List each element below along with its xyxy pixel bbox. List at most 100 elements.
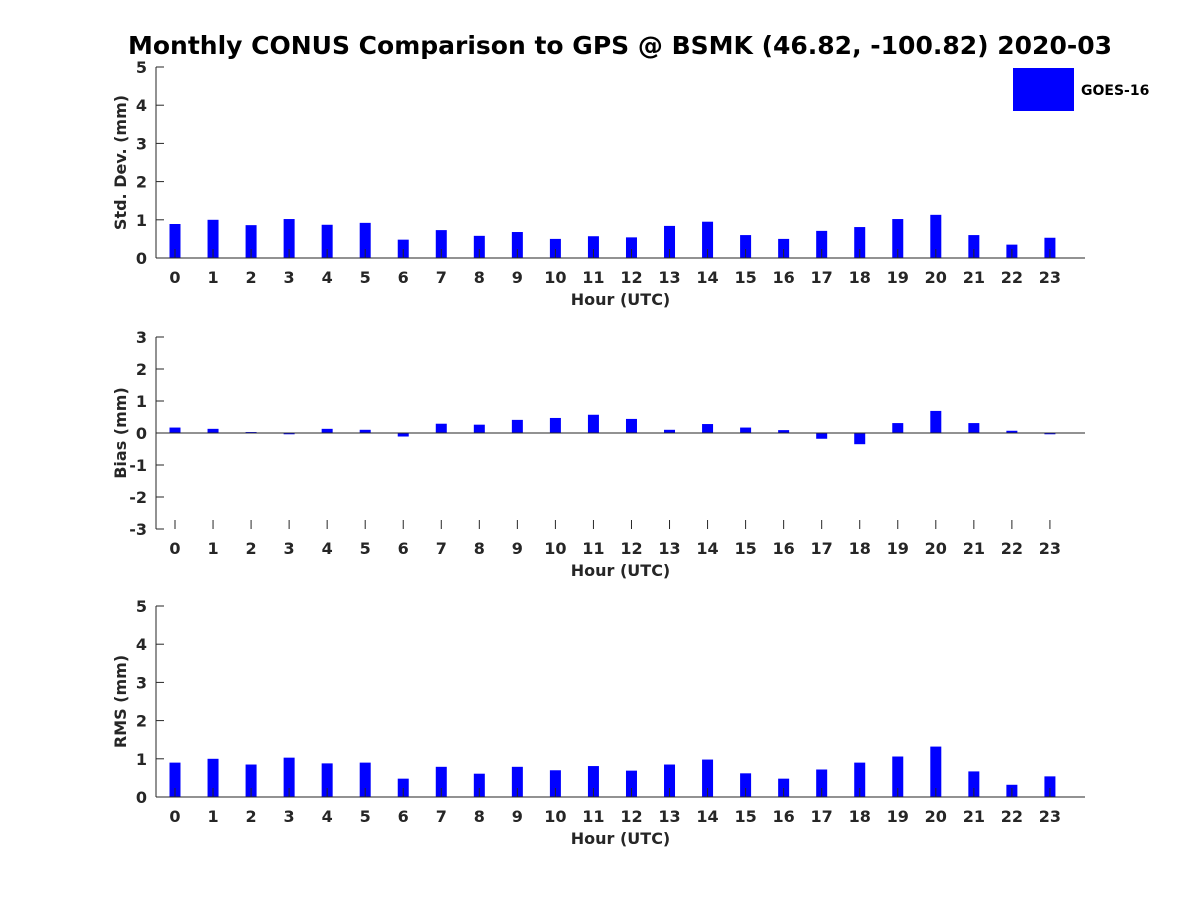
bar-hour-13	[664, 225, 676, 258]
x-tick-label: 22	[1001, 539, 1023, 558]
bar-hour-0	[169, 224, 181, 258]
y-tick-label: 4	[136, 96, 147, 115]
x-tick-label: 9	[512, 807, 523, 826]
bar-hour-0	[169, 762, 181, 797]
y-tick-label: 5	[136, 58, 147, 77]
bar-hour-14	[702, 424, 714, 433]
x-tick-label: 5	[360, 268, 371, 287]
x-tick-label: 1	[207, 539, 218, 558]
bar-hour-4	[321, 224, 333, 258]
x-tick-label: 20	[925, 268, 947, 287]
bar-hour-15	[740, 235, 752, 258]
bar-hour-12	[625, 237, 637, 258]
y-tick-label: 0	[136, 424, 147, 443]
bar-hour-5	[359, 429, 371, 433]
bar-hour-5	[359, 762, 371, 797]
bar-hour-6	[397, 239, 409, 258]
bar-hour-1	[207, 219, 219, 258]
bar-hour-18	[854, 762, 866, 797]
bar-hour-16	[778, 238, 790, 258]
bar-hour-11	[587, 766, 599, 797]
bar-hour-17	[816, 769, 828, 797]
bar-hour-4	[321, 428, 333, 433]
x-tick-label: 23	[1039, 807, 1061, 826]
x-tick-label: 10	[544, 807, 566, 826]
x-tick-label: 18	[849, 539, 871, 558]
x-tick-label: 7	[436, 807, 447, 826]
y-axis-label: Std. Dev. (mm)	[111, 95, 130, 230]
x-tick-label: 17	[811, 539, 833, 558]
bar-hour-15	[740, 773, 752, 797]
x-tick-label: 2	[246, 807, 257, 826]
y-tick-label: -2	[129, 488, 147, 507]
x-axis-label: Hour (UTC)	[571, 290, 671, 309]
bar-hour-11	[587, 236, 599, 258]
bar-hour-21	[968, 235, 980, 258]
bar-hour-5	[359, 222, 371, 258]
x-tick-label: 20	[925, 539, 947, 558]
x-tick-label: 15	[734, 539, 756, 558]
x-tick-label: 6	[398, 539, 409, 558]
x-tick-label: 13	[658, 807, 680, 826]
x-tick-label: 14	[696, 539, 718, 558]
x-tick-label: 10	[544, 268, 566, 287]
bar-hour-9	[511, 766, 523, 797]
y-tick-label: 0	[136, 788, 147, 807]
x-tick-label: 1	[207, 268, 218, 287]
x-tick-label: 13	[658, 539, 680, 558]
bar-hour-19	[892, 219, 904, 258]
bar-hour-7	[435, 423, 447, 433]
x-tick-label: 19	[887, 807, 909, 826]
bar-hour-4	[321, 763, 333, 797]
y-tick-label: 0	[136, 249, 147, 268]
x-tick-label: 2	[246, 268, 257, 287]
x-tick-label: 14	[696, 807, 718, 826]
bar-hour-19	[892, 423, 904, 433]
x-tick-label: 17	[811, 268, 833, 287]
x-tick-label: 6	[398, 807, 409, 826]
x-tick-label: 0	[169, 539, 180, 558]
x-tick-label: 9	[512, 268, 523, 287]
x-tick-label: 9	[512, 539, 523, 558]
bar-hour-19	[892, 756, 904, 797]
bar-hour-3	[283, 433, 295, 435]
bar-hour-18	[854, 227, 866, 258]
x-tick-label: 20	[925, 807, 947, 826]
bar-hour-14	[702, 221, 714, 258]
bar-hour-12	[625, 770, 637, 797]
y-tick-label: -3	[129, 520, 147, 539]
y-tick-label: 3	[136, 328, 147, 347]
x-tick-label: 3	[284, 268, 295, 287]
y-tick-label: 3	[136, 134, 147, 153]
chart-title: Monthly CONUS Comparison to GPS @ BSMK (…	[128, 31, 1112, 60]
bar-hour-20	[930, 410, 942, 433]
x-tick-label: 0	[169, 807, 180, 826]
legend-swatch	[1013, 68, 1074, 111]
y-axis-label: Bias (mm)	[111, 387, 130, 479]
bar-hour-17	[816, 230, 828, 258]
bar-hour-21	[968, 423, 980, 433]
bar-hour-23	[1044, 237, 1056, 258]
bar-hour-23	[1044, 776, 1056, 797]
y-tick-label: 2	[136, 360, 147, 379]
bar-hour-3	[283, 219, 295, 258]
bar-hour-20	[930, 214, 942, 258]
x-tick-label: 23	[1039, 539, 1061, 558]
x-tick-label: 22	[1001, 268, 1023, 287]
bar-hour-8	[473, 235, 485, 258]
bar-hour-1	[207, 758, 219, 797]
x-tick-label: 3	[284, 807, 295, 826]
y-axis-label: RMS (mm)	[111, 655, 130, 748]
x-tick-label: 18	[849, 268, 871, 287]
bar-hour-10	[549, 770, 561, 797]
bar-hour-15	[740, 427, 752, 433]
y-tick-label: 1	[136, 750, 147, 769]
x-tick-label: 18	[849, 807, 871, 826]
bar-hour-11	[587, 414, 599, 433]
bar-hour-17	[816, 433, 828, 439]
x-tick-label: 8	[474, 807, 485, 826]
bar-hour-10	[549, 238, 561, 258]
